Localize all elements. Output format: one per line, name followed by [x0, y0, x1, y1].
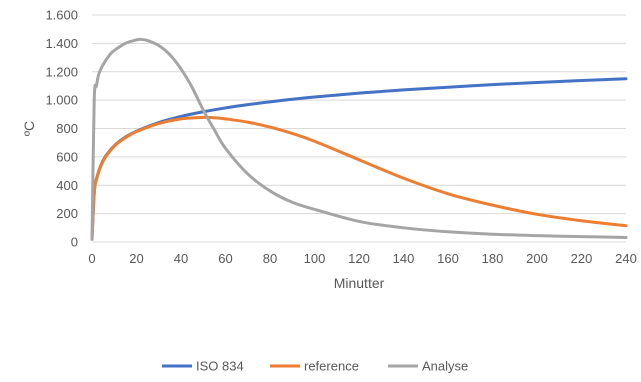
- x-tick-label: 60: [218, 251, 232, 266]
- x-tick-label: 120: [348, 251, 370, 266]
- x-tick-label: 240: [615, 251, 637, 266]
- legend-label: ISO 834: [196, 359, 244, 374]
- x-axis-tick-labels: 0 20 40 60 80 100 120 140 160 180 200 220 240: [88, 251, 636, 266]
- x-tick-label: 100: [304, 251, 326, 266]
- x-tick-label: 220: [571, 251, 593, 266]
- x-tick-label: 20: [129, 251, 143, 266]
- y-axis-title: ºC: [21, 121, 37, 136]
- x-tick-label: 80: [263, 251, 277, 266]
- x-tick-label: 0: [88, 251, 95, 266]
- x-axis-title: Minutter: [334, 275, 385, 291]
- legend-item: ISO 834: [162, 359, 244, 374]
- y-tick-label: 400: [56, 178, 78, 193]
- x-tick-label: 140: [393, 251, 415, 266]
- legend: ISO 834 reference Analyse: [162, 359, 468, 374]
- x-tick-label: 200: [526, 251, 548, 266]
- legend-label: Analyse: [422, 359, 468, 374]
- series-lines: [90, 37, 628, 241]
- x-tick-label: 160: [437, 251, 459, 266]
- gridlines: [92, 14, 626, 243]
- legend-item: reference: [270, 359, 359, 374]
- y-tick-label: 1.200: [45, 64, 78, 79]
- y-tick-label: 1.400: [45, 36, 78, 51]
- y-tick-label: 600: [56, 149, 78, 164]
- series-line-reference: [90, 115, 628, 241]
- y-tick-label: 1.000: [45, 93, 78, 108]
- series-line-analyse: [90, 37, 628, 241]
- y-tick-label: 200: [56, 206, 78, 221]
- y-tick-label: 800: [56, 121, 78, 136]
- legend-label: reference: [304, 359, 359, 374]
- y-tick-label: 1.600: [45, 8, 78, 23]
- legend-item: Analyse: [388, 359, 468, 374]
- x-tick-label: 180: [482, 251, 504, 266]
- y-axis-tick-labels: 0 200 400 600 800 1.000 1.200 1.400 1.600: [45, 8, 78, 250]
- x-tick-label: 40: [174, 251, 188, 266]
- y-tick-label: 0: [71, 235, 78, 250]
